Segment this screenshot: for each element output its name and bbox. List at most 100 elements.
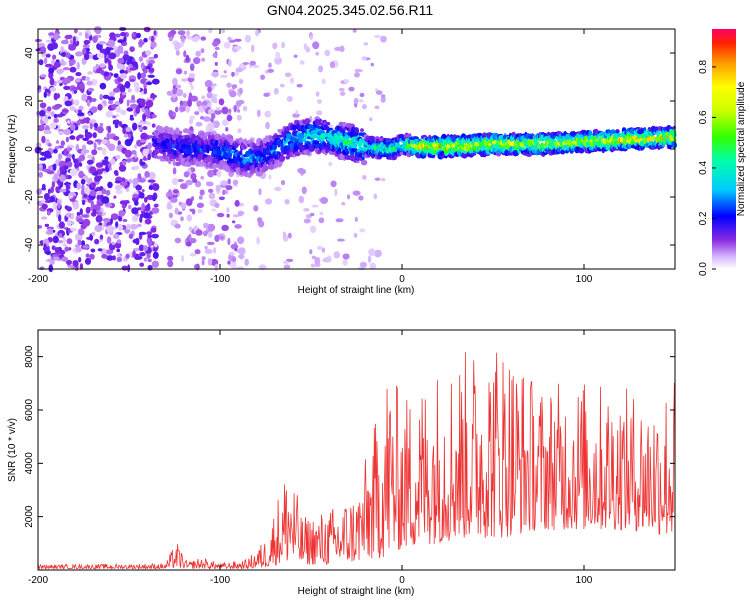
spectrogram-ridge-mark (209, 132, 213, 136)
spectrogram-noise-mark (330, 180, 337, 188)
spectrogram-noise-mark (131, 33, 136, 37)
spectrogram-noise-mark (120, 109, 127, 116)
spectrogram-noise-mark (199, 189, 205, 196)
spectrogram-noise-mark (150, 227, 157, 233)
spectrogram-noise-mark (82, 137, 89, 141)
spectrogram-ridge-mark (578, 148, 585, 154)
spectrogram-noise-mark (167, 260, 174, 268)
spectrogram-noise-mark (309, 212, 315, 217)
spectrogram-noise-mark (90, 182, 96, 188)
spectrogram-noise-mark (191, 208, 196, 215)
spectrogram-noise-mark (90, 248, 96, 253)
spectrogram-noise-mark (242, 62, 250, 65)
spectrogram-ridge-mark (322, 142, 327, 148)
spectrogram-noise-mark (292, 113, 300, 118)
spectrogram-noise-mark (72, 204, 78, 209)
spectrogram-ridge-mark (276, 134, 284, 138)
spectrogram-ridge-mark (360, 128, 364, 133)
spectrogram-noise-mark (328, 161, 333, 167)
spectrogram-noise-mark (107, 143, 116, 152)
spectrogram-noise-mark (78, 170, 84, 179)
spectrogram-noise-mark (122, 218, 128, 223)
spectrogram-noise-mark (207, 122, 215, 129)
spectrogram-noise-mark (43, 193, 50, 201)
spectrogram-noise-mark (252, 64, 260, 69)
spectrogram-noise-mark (200, 48, 205, 54)
spectrogram-noise-mark (342, 253, 350, 260)
spectrogram-noise-mark (71, 86, 79, 91)
spectrogram-noise-mark (314, 257, 321, 265)
spectrogram-noise-mark (183, 70, 188, 75)
spectrogram-noise-mark (131, 61, 138, 68)
spectrogram-ridge-mark (354, 127, 359, 133)
spectrogram-noise-mark (140, 62, 145, 70)
spectrogram-noise-mark (205, 125, 210, 133)
spectrogram-noise-mark (104, 156, 109, 161)
spectrogram-noise-mark (126, 59, 134, 66)
spectrogram-noise-mark (339, 45, 345, 53)
spectrogram-noise-mark (200, 116, 205, 120)
spectrogram-noise-mark (212, 52, 217, 58)
spectrogram-noise-mark (251, 44, 255, 53)
spectrogram-noise-mark (137, 72, 142, 80)
colorbar-tick-label: 0.6 (698, 110, 709, 124)
spectrogram-noise-mark (235, 67, 243, 73)
spectrogram-noise-mark (63, 148, 68, 157)
spectrogram-noise-mark (206, 241, 215, 246)
spectrogram-noise-mark (244, 258, 249, 266)
spectrogram-noise-mark (53, 61, 61, 68)
spectrogram-noise-mark (151, 233, 159, 239)
spectrogram-noise-mark (79, 208, 83, 216)
spectrogram-noise-mark (53, 202, 58, 210)
spectrogram-noise-mark (175, 88, 184, 97)
spectrogram-noise-mark (311, 204, 319, 208)
spectrogram-noise-mark (147, 234, 153, 239)
spectrogram-noise-mark (97, 248, 103, 252)
spectrogram-noise-mark (53, 173, 59, 181)
spectrogram-noise-mark (315, 51, 320, 56)
spectrogram-noise-mark (52, 54, 57, 60)
spectrogram-noise-mark (147, 264, 153, 271)
spectrogram-noise-mark (129, 67, 137, 71)
spectrogram-noise-mark (111, 241, 116, 246)
y-tick-label: -40 (24, 237, 35, 252)
spectrogram-noise-mark (207, 169, 215, 178)
spectrogram-noise-mark (166, 203, 173, 210)
spectrogram-noise-mark (207, 258, 213, 266)
spectrogram-noise-mark (296, 83, 303, 88)
spectrogram-noise-mark (73, 99, 80, 106)
spectrogram-noise-mark (309, 225, 317, 234)
spectrogram-y-ticks: -40 -20 0 20 40 (24, 47, 675, 252)
spectrogram-noise-mark (142, 69, 148, 74)
spectrogram-noise-mark (38, 171, 43, 178)
snr-x-ticks: -200 -100 0 100 (28, 330, 593, 586)
spectrogram-ridge-mark (671, 132, 677, 138)
spectrogram-ridge-mark (252, 145, 260, 150)
spectrogram-noise-mark (117, 215, 123, 222)
spectrogram-noise-mark (79, 263, 84, 270)
spectrogram-noise-mark (116, 239, 122, 244)
spectrogram-ridge-mark (313, 133, 317, 139)
spectrogram-noise-mark (86, 140, 94, 145)
spectrogram-noise-mark (86, 80, 93, 86)
x-tick-label: -100 (210, 274, 230, 285)
spectrogram-noise-mark (231, 256, 237, 263)
spectrogram-noise-mark (181, 78, 188, 82)
spectrogram-noise-mark (175, 68, 183, 75)
spectrogram-noise-mark (130, 223, 138, 230)
spectrogram-noise-mark (46, 170, 55, 175)
spectrogram-noise-mark (190, 84, 194, 91)
spectrogram-ridge-mark (230, 139, 234, 145)
spectrogram-noise-mark (39, 157, 47, 161)
spectrogram-noise-mark (363, 42, 368, 46)
spectrogram-noise-mark (273, 87, 279, 95)
spectrogram-noise-mark (125, 253, 130, 259)
snr-y-ticks: 2000 4000 6000 8000 (24, 345, 675, 528)
spectrogram-noise-mark (116, 256, 123, 263)
spectrogram-noise-mark (87, 71, 93, 75)
spectrogram-noise-mark (69, 106, 76, 111)
spectrogram-noise-mark (56, 169, 61, 176)
spectrogram-noise-mark (274, 186, 282, 192)
spectrogram-noise-mark (282, 231, 286, 238)
spectrogram-noise-mark (143, 155, 147, 161)
